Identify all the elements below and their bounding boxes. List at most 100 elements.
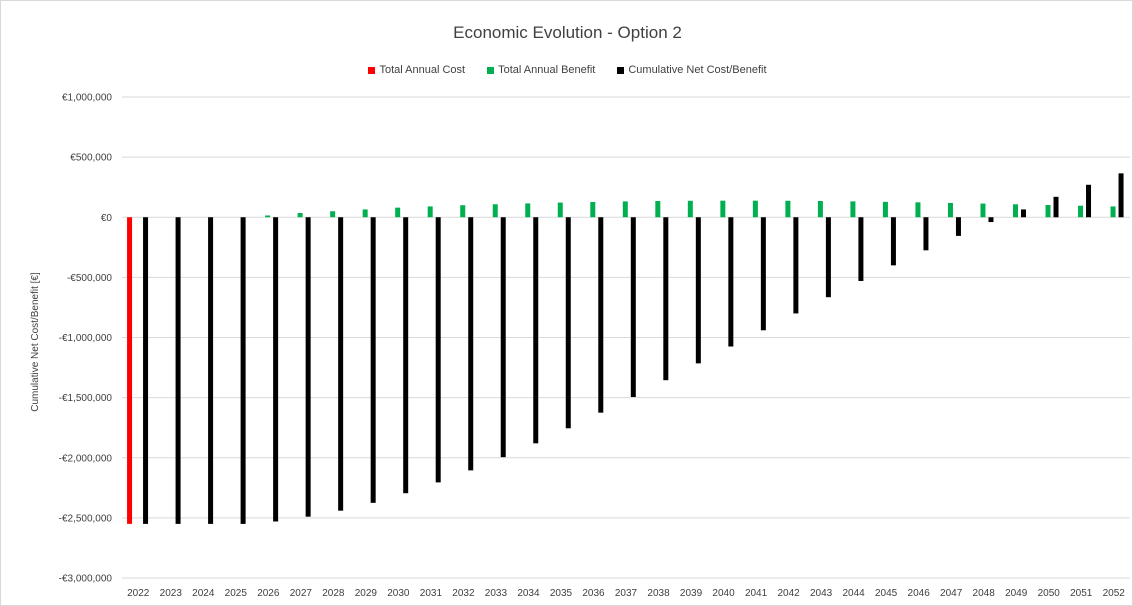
bar-total-annual-benefit-2029 <box>362 209 368 218</box>
y-tick-label: -€500,000 <box>67 273 112 284</box>
bar-total-annual-benefit-2031 <box>427 206 433 218</box>
legend-label-cumulative-net: Cumulative Net Cost/Benefit <box>628 64 767 76</box>
bar-cumulative-net-cost-benefit-2049 <box>1020 209 1026 218</box>
bar-total-annual-benefit-2032 <box>460 205 466 218</box>
legend: Total Annual Cost Total Annual Benefit C… <box>1 64 1133 76</box>
bar-total-annual-benefit-2040 <box>720 200 726 218</box>
bar-cumulative-net-cost-benefit-2037 <box>630 217 636 398</box>
bar-total-annual-benefit-2039 <box>687 200 693 218</box>
bar-cumulative-net-cost-benefit-2024 <box>208 217 214 524</box>
y-tick-label: €500,000 <box>70 153 112 164</box>
x-tick-label: 2026 <box>257 588 280 599</box>
x-tick-label: 2041 <box>745 588 768 599</box>
bar-cumulative-net-cost-benefit-2041 <box>760 217 766 331</box>
bar-total-annual-benefit-2035 <box>557 202 563 218</box>
x-tick-label: 2039 <box>680 588 703 599</box>
legend-swatch-total-annual-cost <box>368 66 376 74</box>
legend-item-cumulative-net: Cumulative Net Cost/Benefit <box>617 64 767 76</box>
bar-cumulative-net-cost-benefit-2045 <box>890 217 896 266</box>
y-tick-label: -€1,500,000 <box>59 393 113 404</box>
bar-total-annual-benefit-2047 <box>947 202 953 218</box>
bar-cumulative-net-cost-benefit-2029 <box>370 217 376 503</box>
bar-cumulative-net-cost-benefit-2030 <box>403 217 409 494</box>
y-tick-label: -€1,000,000 <box>59 333 113 344</box>
bar-total-annual-benefit-2026 <box>265 215 271 218</box>
x-tick-label: 2044 <box>842 588 865 599</box>
bar-total-annual-benefit-2038 <box>655 201 661 218</box>
bar-cumulative-net-cost-benefit-2050 <box>1053 196 1059 218</box>
bar-cumulative-net-cost-benefit-2040 <box>728 217 734 347</box>
y-tick-label: -€3,000,000 <box>59 574 113 585</box>
bar-total-annual-benefit-2046 <box>915 202 921 218</box>
bar-total-annual-benefit-2037 <box>622 201 628 218</box>
legend-item-total-annual-cost: Total Annual Cost <box>368 64 465 76</box>
bar-total-annual-benefit-2048 <box>980 203 986 218</box>
bar-cumulative-net-cost-benefit-2026 <box>273 217 279 522</box>
bar-cumulative-net-cost-benefit-2028 <box>338 217 344 511</box>
bar-cumulative-net-cost-benefit-2039 <box>695 217 701 364</box>
x-tick-label: 2030 <box>387 588 410 599</box>
bar-total-annual-benefit-2027 <box>297 213 303 218</box>
x-tick-label: 2037 <box>615 588 638 599</box>
x-tick-label: 2027 <box>290 588 313 599</box>
y-axis-label: Cumulative Net Cost/Benefit [€] <box>30 272 41 412</box>
x-tick-label: 2047 <box>940 588 963 599</box>
bar-total-annual-benefit-2042 <box>785 200 791 218</box>
bar-total-annual-benefit-2049 <box>1012 204 1018 218</box>
bar-cumulative-net-cost-benefit-2022 <box>143 217 149 524</box>
bar-cumulative-net-cost-benefit-2052 <box>1118 173 1124 218</box>
y-tick-labels: €1,000,000 €500,000 €0 -€500,000 -€1,000,000… <box>59 93 113 585</box>
legend-item-total-annual-benefit: Total Annual Benefit <box>487 64 595 76</box>
chart-title: Economic Evolution - Option 2 <box>453 23 682 42</box>
y-tick-label: €0 <box>101 213 113 224</box>
bar-total-annual-benefit-2051 <box>1078 205 1084 218</box>
legend-label-total-annual-benefit: Total Annual Benefit <box>498 64 596 76</box>
bar-cumulative-net-cost-benefit-2032 <box>468 217 474 471</box>
gridlines <box>122 96 1130 579</box>
bar-total-annual-benefit-2036 <box>590 201 596 218</box>
bar-total-annual-benefit-2030 <box>395 207 401 218</box>
bar-cumulative-net-cost-benefit-2034 <box>533 217 539 444</box>
x-tick-label: 2032 <box>452 588 475 599</box>
bar-total-annual-benefit-2028 <box>330 211 336 218</box>
x-tick-label: 2045 <box>875 588 898 599</box>
y-tick-label: -€2,000,000 <box>59 453 113 464</box>
bar-cumulative-net-cost-benefit-2044 <box>858 217 864 281</box>
x-tick-label: 2028 <box>322 588 345 599</box>
bar-total-annual-benefit-2050 <box>1045 204 1051 218</box>
legend-label-total-annual-cost: Total Annual Cost <box>379 64 466 76</box>
x-tick-label: 2043 <box>810 588 833 599</box>
x-tick-label: 2040 <box>712 588 735 599</box>
x-tick-label: 2048 <box>973 588 996 599</box>
x-tick-label: 2050 <box>1038 588 1061 599</box>
x-tick-label: 2024 <box>192 588 215 599</box>
y-tick-label: -€2,500,000 <box>59 513 113 524</box>
legend-swatch-total-annual-benefit <box>487 66 495 74</box>
y-tick-label: €1,000,000 <box>62 93 112 104</box>
x-tick-label: 2034 <box>517 588 540 599</box>
x-tick-label: 2051 <box>1070 588 1093 599</box>
bar-cumulative-net-cost-benefit-2027 <box>305 217 311 517</box>
x-tick-label: 2052 <box>1103 588 1126 599</box>
legend-swatch-cumulative-net <box>617 66 625 74</box>
x-tick-label: 2022 <box>127 588 150 599</box>
x-tick-label: 2035 <box>550 588 573 599</box>
bars <box>127 173 1124 524</box>
bar-cumulative-net-cost-benefit-2023 <box>175 217 181 524</box>
x-tick-label: 2036 <box>582 588 605 599</box>
bar-total-annual-benefit-2041 <box>752 200 758 218</box>
bar-cumulative-net-cost-benefit-2035 <box>565 217 571 429</box>
bar-cumulative-net-cost-benefit-2047 <box>955 217 961 236</box>
bar-total-annual-benefit-2045 <box>882 201 888 218</box>
x-tick-label: 2033 <box>485 588 508 599</box>
bar-total-annual-benefit-2034 <box>525 203 531 218</box>
bar-cumulative-net-cost-benefit-2033 <box>500 217 506 458</box>
bar-total-annual-cost-2022 <box>127 217 133 524</box>
x-tick-label: 2049 <box>1005 588 1028 599</box>
bar-total-annual-benefit-2043 <box>817 201 823 218</box>
bar-cumulative-net-cost-benefit-2046 <box>923 217 929 251</box>
x-tick-label: 2042 <box>777 588 800 599</box>
bar-total-annual-benefit-2052 <box>1110 206 1116 218</box>
bar-cumulative-net-cost-benefit-2042 <box>793 217 799 314</box>
x-tick-label: 2031 <box>420 588 443 599</box>
